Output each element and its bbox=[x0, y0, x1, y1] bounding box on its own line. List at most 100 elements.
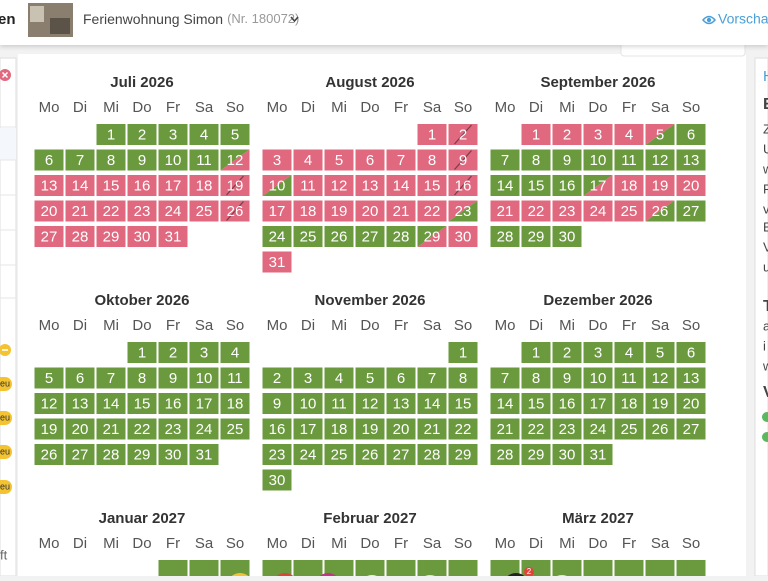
day-number: 21 bbox=[424, 421, 441, 438]
day-cell bbox=[355, 444, 385, 465]
day-number: 10 bbox=[300, 395, 317, 412]
day-cell bbox=[96, 226, 126, 247]
day-cell bbox=[676, 200, 706, 222]
day-cell bbox=[355, 175, 385, 196]
day-cell bbox=[127, 149, 157, 171]
day-number: 1 bbox=[138, 344, 146, 361]
day-cell bbox=[34, 200, 64, 222]
day-cell bbox=[262, 469, 292, 491]
new-badge bbox=[0, 480, 12, 494]
weekday-label: Sa bbox=[423, 535, 442, 552]
day-cell bbox=[386, 367, 416, 389]
day-number: 15 bbox=[424, 177, 441, 194]
day-cell bbox=[583, 444, 613, 465]
day-number: 31 bbox=[196, 446, 213, 463]
day-number: 9 bbox=[563, 370, 571, 387]
day-number: 13 bbox=[393, 395, 410, 412]
day-number: 5 bbox=[45, 370, 53, 387]
day-number: 16 bbox=[455, 177, 472, 194]
month-title: Februar 2027 bbox=[323, 510, 416, 527]
property-number: (Nr. 180072) bbox=[227, 11, 299, 26]
day-number: 30 bbox=[559, 228, 576, 245]
preview-link[interactable]: Vorscha bbox=[718, 11, 768, 27]
day-cell bbox=[490, 149, 520, 171]
sidebar-text: T bbox=[763, 298, 768, 315]
thumbnail-sofa bbox=[50, 18, 70, 34]
day-cell-half bbox=[645, 200, 675, 222]
thumbnail-window bbox=[30, 6, 44, 22]
day-number: 22 bbox=[134, 421, 151, 438]
day-number: 20 bbox=[72, 421, 89, 438]
day-cell bbox=[614, 200, 644, 222]
day-number: 23 bbox=[165, 421, 182, 438]
day-cell bbox=[490, 393, 520, 414]
sidebar-text: V bbox=[763, 384, 768, 401]
sidebar-text: F bbox=[763, 181, 768, 196]
day-cell-cut bbox=[583, 560, 613, 580]
weekday-label: Do bbox=[588, 99, 607, 116]
day-number: 15 bbox=[455, 395, 472, 412]
weekday-label: Sa bbox=[195, 317, 214, 334]
sidebar-text: w bbox=[762, 358, 768, 373]
day-cell bbox=[521, 367, 551, 389]
day-cell bbox=[324, 393, 354, 414]
day-number: 4 bbox=[304, 152, 312, 169]
weekday-label: Di bbox=[73, 535, 87, 552]
day-cell bbox=[448, 444, 478, 465]
day-cell bbox=[614, 149, 644, 171]
day-cell bbox=[324, 226, 354, 247]
day-number: 17 bbox=[196, 395, 213, 412]
day-cell bbox=[583, 367, 613, 389]
day-cell bbox=[293, 444, 323, 465]
month-title: Dezember 2026 bbox=[543, 292, 652, 309]
day-number: 14 bbox=[497, 395, 514, 412]
day-number: 11 bbox=[331, 395, 347, 412]
day-cell bbox=[614, 342, 644, 363]
day-cell bbox=[34, 149, 64, 171]
day-number: 26 bbox=[652, 203, 669, 220]
day-number: 19 bbox=[362, 421, 379, 438]
day-number: 17 bbox=[590, 395, 607, 412]
day-cell bbox=[324, 444, 354, 465]
weekday-label: Do bbox=[132, 535, 151, 552]
day-number: 28 bbox=[497, 446, 514, 463]
day-cell-half bbox=[448, 200, 478, 222]
day-cell bbox=[386, 200, 416, 222]
day-number: 19 bbox=[227, 177, 244, 194]
day-cell bbox=[158, 200, 188, 222]
header bbox=[0, 0, 768, 45]
day-number: 10 bbox=[590, 370, 607, 387]
day-cell bbox=[127, 342, 157, 363]
day-number: 24 bbox=[590, 421, 607, 438]
day-cell bbox=[521, 342, 551, 363]
property-name-text: Ferienwohnung Simon bbox=[83, 11, 223, 27]
day-number: 14 bbox=[424, 395, 441, 412]
day-cell bbox=[614, 367, 644, 389]
day-cell bbox=[34, 393, 64, 414]
day-cell bbox=[645, 393, 675, 414]
day-number: 1 bbox=[532, 126, 540, 143]
day-cell bbox=[552, 149, 582, 171]
weekday-label: Sa bbox=[423, 99, 442, 116]
day-cell bbox=[448, 418, 478, 440]
dropdown-chevron[interactable] bbox=[290, 16, 299, 23]
day-number: 12 bbox=[331, 177, 348, 194]
month-title: November 2026 bbox=[315, 292, 426, 309]
day-cell bbox=[448, 342, 478, 363]
day-cell bbox=[65, 149, 95, 171]
weekday-label: Do bbox=[360, 99, 379, 116]
day-cell bbox=[96, 175, 126, 196]
day-cell bbox=[127, 418, 157, 440]
day-number: 6 bbox=[397, 370, 405, 387]
day-number: 28 bbox=[103, 446, 120, 463]
day-cell bbox=[676, 418, 706, 440]
weekday-label: Mo bbox=[495, 535, 516, 552]
day-cell bbox=[521, 200, 551, 222]
day-number: 1 bbox=[459, 344, 467, 361]
day-number: 28 bbox=[424, 446, 441, 463]
sidebar-text: u bbox=[763, 259, 768, 274]
day-cell-cut bbox=[448, 560, 478, 580]
day-cell bbox=[386, 393, 416, 414]
day-cell bbox=[676, 367, 706, 389]
property-name[interactable]: Ferienwohnung Simon (Nr. 180072) bbox=[83, 11, 299, 27]
